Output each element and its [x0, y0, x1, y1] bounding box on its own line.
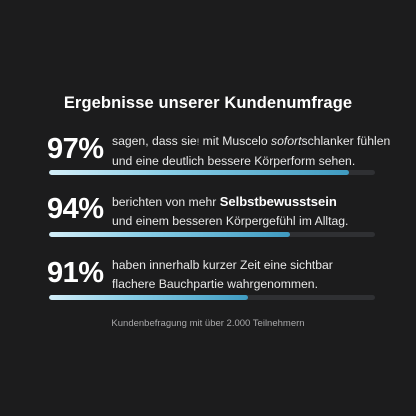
stat-text: berichten von mehr Selbstbewusstsein und…	[112, 192, 387, 231]
stat-percent: 94%	[47, 193, 104, 225]
stat-progress-fill	[49, 170, 349, 175]
stat-text-line1: sagen, dass sie! mit Muscelo sofortschla…	[112, 134, 391, 148]
stat-text-line2: und einem besseren Körpergefühl im Allta…	[112, 214, 349, 228]
page-title: Ergebnisse unserer Kundenumfrage	[63, 94, 353, 112]
stat-text: haben innerhalb kurzer Zeit eine sichtba…	[112, 256, 387, 294]
stat-text: sagen, dass sie! mit Muscelo sofortschla…	[112, 132, 391, 171]
stat-progress-fill	[49, 295, 248, 300]
stat-text-line1: haben innerhalb kurzer Zeit eine sichtba…	[112, 258, 333, 272]
footer-note: Kundenbefragung mit über 2.000 Teilnehme…	[111, 318, 305, 329]
stat-progress-bar	[49, 170, 375, 175]
stat-text-line1: berichten von mehr Selbstbewusstsein	[112, 194, 337, 209]
stat-percent: 91%	[47, 257, 104, 289]
stat-progress-fill	[49, 232, 291, 237]
stat-progress-bar	[49, 232, 375, 237]
stat-progress-bar	[49, 295, 375, 300]
stat-text-line2: und eine deutlich bessere Körperform seh…	[112, 154, 356, 168]
stat-text-line2: flachere Bauchpartie wahrgenommen.	[112, 277, 318, 291]
stat-percent: 97%	[47, 133, 104, 165]
